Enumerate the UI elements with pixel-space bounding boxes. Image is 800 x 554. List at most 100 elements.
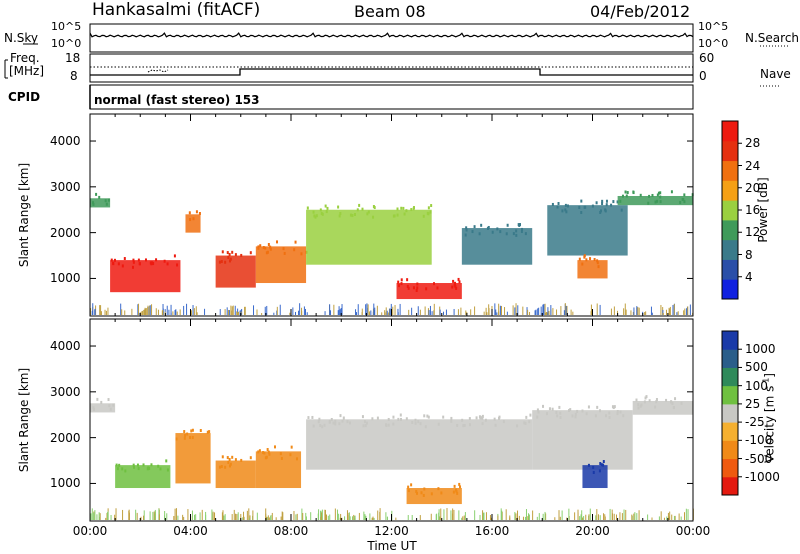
power-speck — [647, 201, 650, 205]
ground-scatter-mark — [564, 303, 566, 315]
ground-scatter-mark — [243, 516, 245, 520]
ground-scatter-mark — [590, 304, 592, 315]
power-colorbar-swatch — [722, 121, 738, 142]
ground-scatter-mark — [463, 515, 465, 520]
ground-scatter-mark — [298, 310, 300, 315]
velocity-speck — [437, 422, 440, 426]
velocity-speck — [392, 415, 395, 419]
ground-scatter-mark — [370, 310, 372, 315]
velocity-speck — [399, 417, 402, 421]
ground-scatter-mark — [585, 514, 587, 520]
ground-scatter-mark — [501, 511, 503, 520]
ground-scatter-mark — [483, 512, 485, 520]
velocity-speck — [323, 423, 326, 427]
velocity-speck — [456, 423, 459, 427]
nave-dip — [147, 69, 169, 73]
ground-scatter-mark — [341, 517, 343, 520]
power-speck — [515, 229, 518, 233]
ground-scatter-mark — [619, 512, 621, 520]
power-speck — [605, 203, 608, 207]
velocity-speck — [262, 451, 265, 455]
ground-scatter-mark — [321, 512, 323, 520]
velocity-speck — [142, 463, 145, 467]
ground-scatter-mark — [168, 309, 170, 315]
velocity-speck — [228, 464, 231, 468]
power-speck — [415, 288, 418, 292]
velocity-region-1 — [115, 465, 171, 489]
power-speck — [121, 264, 124, 268]
ground-scatter-mark — [190, 310, 192, 315]
ground-scatter-mark — [497, 515, 499, 520]
ground-scatter-mark — [294, 311, 296, 315]
ground-scatter-mark — [397, 308, 399, 315]
velocity-speck — [407, 489, 410, 493]
velocity-colorbar-swatch — [722, 458, 738, 478]
power-speck — [410, 208, 413, 212]
power-speck — [499, 230, 502, 234]
ground-scatter-mark — [563, 310, 565, 315]
velocity-speck — [598, 409, 601, 413]
velocity-speck — [674, 397, 677, 401]
ground-scatter-mark — [221, 512, 223, 520]
velocity-speck — [594, 414, 597, 418]
power-speck — [321, 212, 324, 216]
ground-scatter-mark — [588, 514, 590, 520]
ground-scatter-mark — [136, 512, 138, 520]
ground-scatter-mark — [680, 516, 682, 520]
ground-scatter-mark — [631, 514, 633, 520]
velocity-speck — [280, 456, 283, 460]
velocity-speck — [112, 403, 115, 407]
ground-scatter-mark — [662, 309, 664, 315]
velocity-speck — [463, 423, 466, 427]
ground-scatter-mark — [384, 310, 386, 315]
ground-scatter-mark — [131, 308, 133, 315]
ground-scatter-mark — [249, 517, 251, 520]
power-speck — [626, 191, 629, 195]
velocity-speck — [536, 408, 539, 412]
ground-scatter-mark — [92, 303, 94, 315]
ground-scatter-mark — [658, 516, 660, 520]
ground-scatter-mark — [683, 310, 685, 315]
velocity-speck — [157, 464, 160, 468]
ground-scatter-mark — [446, 508, 448, 520]
ground-scatter-mark — [175, 508, 177, 520]
ground-scatter-mark — [205, 511, 207, 520]
power-speck — [306, 206, 309, 210]
velocity-speck — [414, 418, 417, 422]
velocity-speck — [319, 424, 322, 428]
velocity-speck — [330, 418, 333, 422]
velocity-speck — [311, 415, 314, 419]
velocity-speck — [639, 404, 642, 408]
ground-scatter-mark — [367, 304, 369, 315]
velocity-speck — [191, 428, 194, 432]
ground-scatter-mark — [381, 312, 383, 315]
ground-scatter-mark — [612, 513, 614, 520]
velocity-speck — [440, 491, 443, 495]
velocity-speck — [190, 429, 193, 433]
noise-right-tick-bottom: 10^0 — [698, 37, 729, 50]
power-speck — [314, 215, 317, 219]
velocity-colorbar-swatch — [722, 349, 738, 368]
power-speck — [397, 280, 400, 284]
ground-scatter-mark — [623, 308, 625, 315]
power-speck — [224, 260, 227, 264]
ground-scatter-mark — [498, 303, 500, 315]
power-speck — [657, 191, 660, 195]
ground-scatter-mark — [143, 515, 145, 520]
ground-scatter-mark — [538, 307, 540, 315]
power-speck — [262, 246, 265, 250]
velocity-region-2 — [175, 433, 211, 484]
ground-scatter-mark — [547, 307, 549, 315]
ground-scatter-mark — [501, 510, 503, 520]
power-speck — [319, 208, 322, 212]
velocity-speck — [132, 463, 135, 467]
ground-scatter-mark — [470, 309, 472, 315]
velocity-speck — [166, 468, 169, 472]
power-speck — [95, 192, 98, 196]
ground-scatter-mark — [128, 514, 130, 520]
power-speck — [104, 199, 107, 203]
ground-scatter-mark — [122, 509, 124, 520]
power-speck — [358, 203, 361, 207]
power-speck — [578, 257, 581, 261]
ground-scatter-mark — [545, 312, 547, 315]
